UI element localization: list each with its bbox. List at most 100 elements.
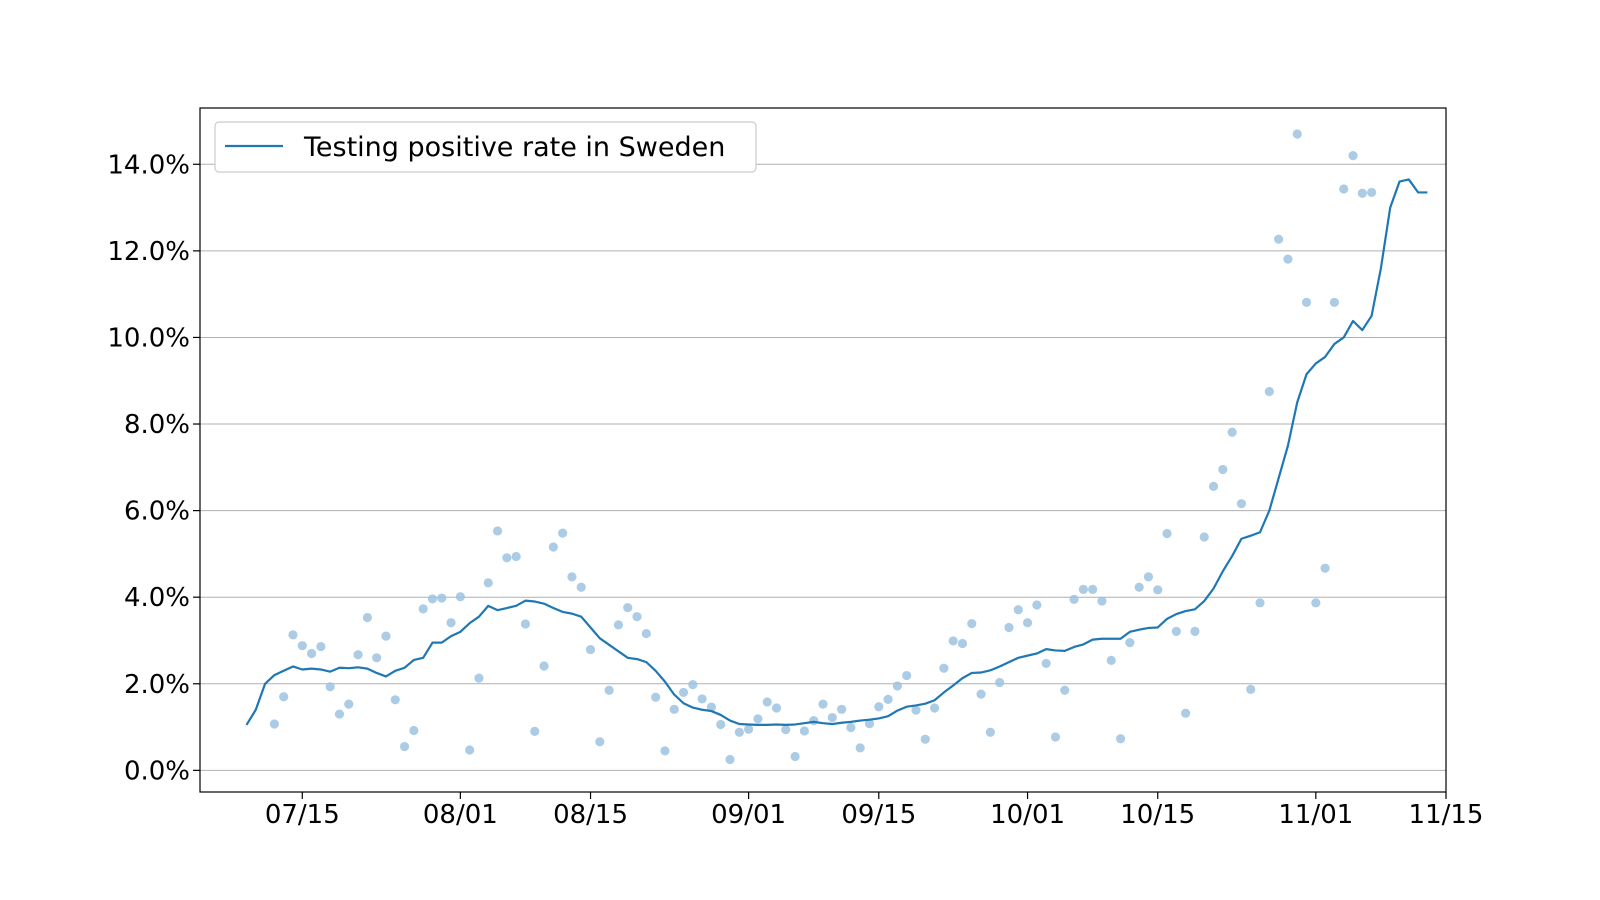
data-point: [1199, 532, 1209, 542]
data-point: [446, 618, 456, 628]
data-point: [1134, 582, 1144, 592]
data-point: [1181, 708, 1191, 718]
daily-rate-points: [269, 129, 1377, 765]
data-point: [1022, 618, 1033, 628]
x-tick-label: 09/01: [711, 800, 786, 830]
data-point: [809, 715, 819, 726]
x-tick-label: 08/15: [553, 800, 628, 830]
data-point: [465, 745, 475, 755]
data-point: [1106, 655, 1116, 665]
y-tick-label: 2.0%: [124, 670, 190, 700]
data-point: [836, 704, 847, 714]
data-point: [846, 722, 856, 733]
data-point: [1041, 658, 1051, 669]
data-point: [1050, 732, 1061, 742]
data-point: [781, 725, 791, 735]
data-point: [613, 620, 624, 630]
data-point: [1153, 585, 1163, 595]
plot-area-frame: [199, 107, 1447, 793]
x-tick-label: 11/15: [1409, 800, 1484, 830]
data-point: [1069, 594, 1079, 604]
data-point: [334, 709, 345, 719]
data-point: [771, 703, 782, 713]
data-point: [1246, 684, 1256, 695]
data-point: [1032, 600, 1042, 610]
legend-box: [214, 121, 757, 173]
data-point: [1311, 598, 1321, 608]
data-point: [1292, 129, 1302, 139]
data-point: [399, 741, 410, 752]
data-point: [1097, 596, 1107, 606]
data-point: [697, 694, 707, 704]
data-point: [1236, 499, 1247, 509]
data-point: [1060, 685, 1070, 695]
data-point: [688, 680, 698, 690]
data-point: [372, 653, 382, 663]
data-point: [325, 682, 335, 692]
data-point: [995, 677, 1005, 688]
data-point: [288, 630, 298, 640]
data-point: [976, 689, 986, 699]
data-point: [827, 712, 837, 723]
data-point: [1143, 572, 1154, 582]
data-point: [437, 593, 447, 603]
data-point: [567, 572, 577, 582]
data-point: [623, 602, 633, 613]
x-tick-label: 11/01: [1278, 800, 1353, 830]
data-point: [279, 692, 289, 702]
y-tick-label: 6.0%: [124, 497, 190, 527]
data-point: [1255, 598, 1265, 608]
data-point: [1162, 528, 1172, 539]
y-axis: 0.0% 2.0% 4.0% 6.0% 8.0% 10.0% 12.0% 14.0%: [107, 150, 200, 786]
legend: Testing positive rate in Sweden: [214, 121, 757, 173]
data-point: [632, 612, 642, 622]
x-axis: 07/15 08/01 08/15 09/01 09/15 10/01 10/15 11/01…: [265, 792, 1484, 830]
y-tick-label: 12.0%: [107, 237, 190, 267]
data-point: [362, 612, 372, 623]
data-point: [1329, 297, 1340, 307]
data-point: [911, 705, 921, 715]
data-point: [957, 638, 968, 649]
data-point: [1348, 151, 1358, 161]
data-point: [725, 754, 735, 765]
series-line: [245, 178, 1428, 726]
data-point: [1078, 584, 1088, 594]
y-tick-label: 4.0%: [124, 583, 190, 613]
data-point: [585, 644, 596, 655]
data-point: [669, 704, 679, 714]
data-point: [530, 726, 540, 736]
data-point: [558, 528, 568, 538]
data-point: [902, 670, 912, 681]
x-tick-label: 07/15: [265, 800, 340, 830]
data-point: [539, 661, 549, 671]
x-tick-label: 10/01: [990, 800, 1065, 830]
data-point: [1013, 605, 1023, 615]
data-point: [818, 699, 828, 709]
data-point: [1218, 464, 1228, 475]
data-point: [1264, 386, 1274, 397]
y-tick-label: 10.0%: [107, 323, 190, 353]
data-point: [604, 685, 614, 695]
data-point: [455, 592, 465, 602]
data-point: [716, 719, 726, 730]
data-point: [1171, 626, 1181, 636]
data-point: [864, 719, 875, 729]
data-point: [548, 542, 558, 552]
data-point: [920, 734, 930, 744]
data-point: [576, 582, 586, 592]
data-point: [1357, 188, 1367, 198]
y-tick-label: 8.0%: [124, 410, 190, 440]
data-point: [948, 636, 958, 646]
data-point: [1339, 184, 1349, 194]
data-point: [678, 687, 689, 698]
data-point: [744, 724, 754, 734]
data-point: [929, 703, 940, 713]
data-point: [595, 737, 605, 747]
data-point: [297, 641, 307, 651]
data-point: [1320, 563, 1330, 573]
data-point: [1274, 234, 1284, 244]
data-point: [1227, 427, 1237, 437]
data-point: [1115, 734, 1126, 744]
data-point: [753, 714, 763, 724]
